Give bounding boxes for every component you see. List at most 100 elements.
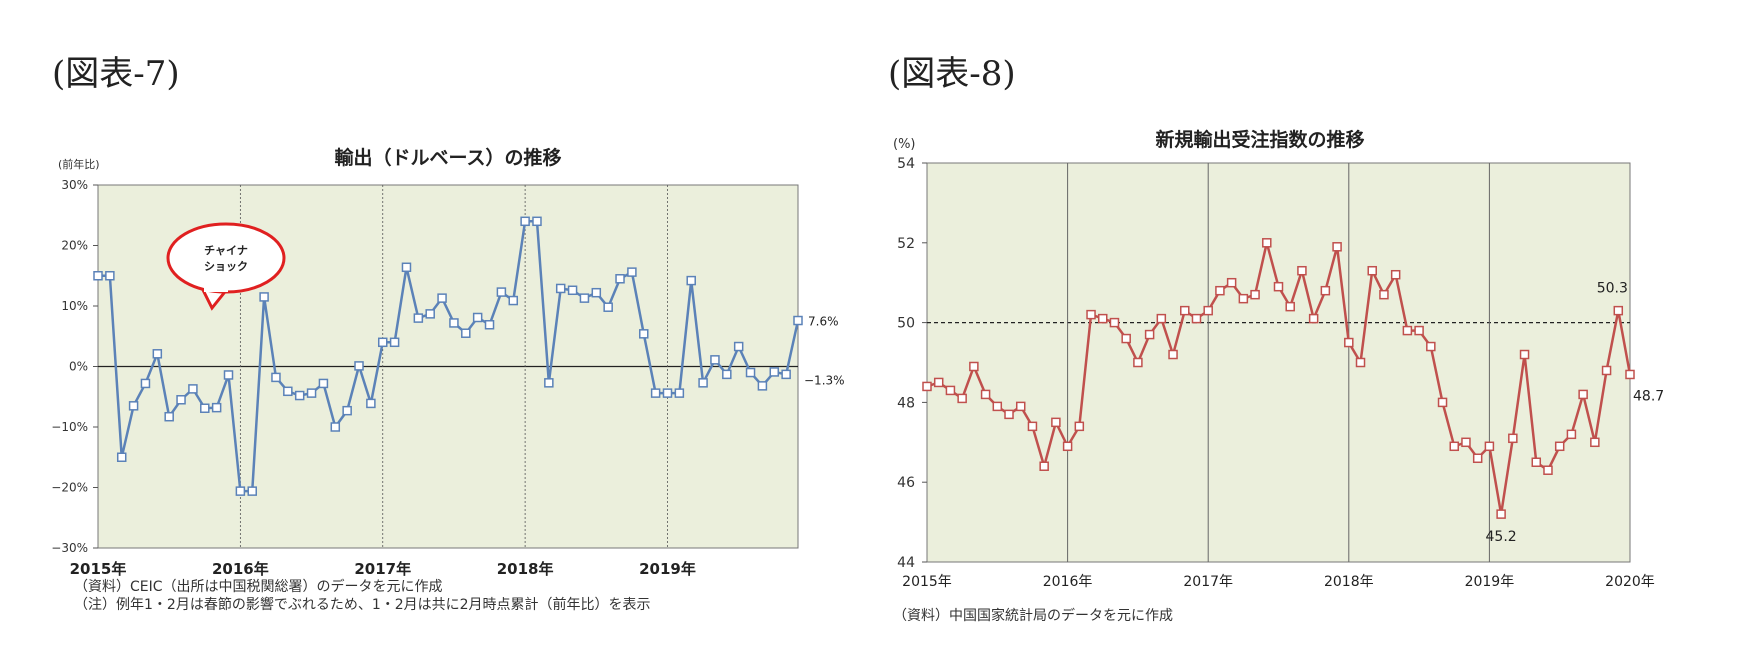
data-point [969,361,979,372]
y-tick-label: 20% [61,239,88,253]
data-point [1426,341,1436,352]
data-point [259,292,269,302]
data-point [401,262,412,273]
data-point [1566,429,1577,440]
data-point [496,287,507,297]
data-point [532,216,542,227]
data-point [992,401,1003,412]
data-point [1437,397,1448,408]
data-point [698,378,708,388]
chart-title: 輸出（ドルベース）の推移 [334,146,561,169]
data-point [1332,242,1342,252]
data-point [354,361,364,371]
figure-7-source-note: （資料）CEIC（出所は中国税関総署）のデータを元に作成 [74,579,443,595]
figure-7-footnote: （注）例年1・2月は春節の影響でぶれるため、1・2月は共に2月時点累計（前年比）… [74,597,651,613]
data-point [271,372,281,383]
data-point [1262,238,1272,248]
data-point [615,274,625,284]
data-point [188,384,198,394]
data-point [377,337,388,348]
data-point [1320,285,1331,296]
data-point [579,293,590,303]
figure-8-source-note: （資料）中国国家統計局のデータを元に作成 [893,608,1173,624]
point-label-max: 50.3 [1597,281,1628,297]
data-point [757,381,768,391]
data-point [128,401,139,411]
data-point [1297,265,1307,276]
data-point [152,349,163,359]
data-point [461,328,471,338]
data-point [1180,305,1190,316]
data-point [235,486,246,496]
data-point [1613,305,1624,316]
chart-title: 新規輸出受注指数の推移 [1155,128,1364,151]
data-point [437,293,447,303]
data-point [1273,281,1284,292]
data-point [1250,289,1260,300]
y-tick-label: 44 [897,555,915,571]
y-tick-label: 54 [897,156,915,172]
data-point [922,381,932,392]
data-point [1203,305,1213,316]
point-label-last: 48.7 [1633,388,1664,404]
data-point [1015,401,1026,412]
data-point [342,405,352,416]
data-point [769,367,780,377]
data-point [1238,293,1249,304]
data-point [1109,317,1120,328]
data-point [603,302,613,312]
plot-area [926,162,1631,563]
data-point [1191,313,1202,324]
x-year-label: 2020年 [1605,574,1655,590]
data-point [1402,325,1413,336]
data-point [686,275,696,286]
data-point [781,369,791,380]
data-point [1144,329,1155,340]
data-point [1414,325,1424,336]
y-axis-label: (前年比) [58,157,100,171]
data-point [1554,441,1565,452]
figure-8-label: (図表-8) [888,54,1016,94]
data-point [211,402,222,413]
data-point [1461,437,1471,448]
data-point [639,329,649,339]
data-point [1379,289,1389,300]
data-point [1390,269,1401,280]
data-point [933,377,944,388]
data-point [1156,313,1167,324]
data-point [1449,441,1459,452]
data-point [733,341,744,352]
callout-joint [204,284,228,292]
data-point [1496,509,1506,519]
y-tick-label: −10% [51,420,88,434]
data-point [1133,357,1143,368]
data-point [1508,433,1518,444]
data-point [1308,313,1319,324]
data-point [283,386,293,397]
data-point [1543,465,1553,475]
x-year-label: 2016年 [212,560,269,578]
y-axis-label: (%) [893,137,916,152]
data-point [567,285,578,296]
x-year-label: 2019年 [1465,574,1515,590]
data-point [1039,461,1049,471]
data-point [116,452,127,462]
data-point [200,403,210,413]
data-point [1051,417,1061,428]
y-tick-label: 0% [69,360,88,374]
data-point [793,315,803,326]
data-point [484,320,495,330]
data-point [1086,309,1096,320]
data-point [294,390,305,401]
data-point [520,216,530,227]
data-point [1519,349,1530,360]
data-point [1355,357,1366,368]
x-year-label: 2019年 [639,560,696,578]
data-point [1062,441,1073,452]
data-point [1168,349,1178,360]
data-point [945,385,956,396]
data-point [722,369,732,380]
data-point [1367,265,1377,276]
data-point [1121,333,1131,344]
data-point [1531,457,1542,467]
